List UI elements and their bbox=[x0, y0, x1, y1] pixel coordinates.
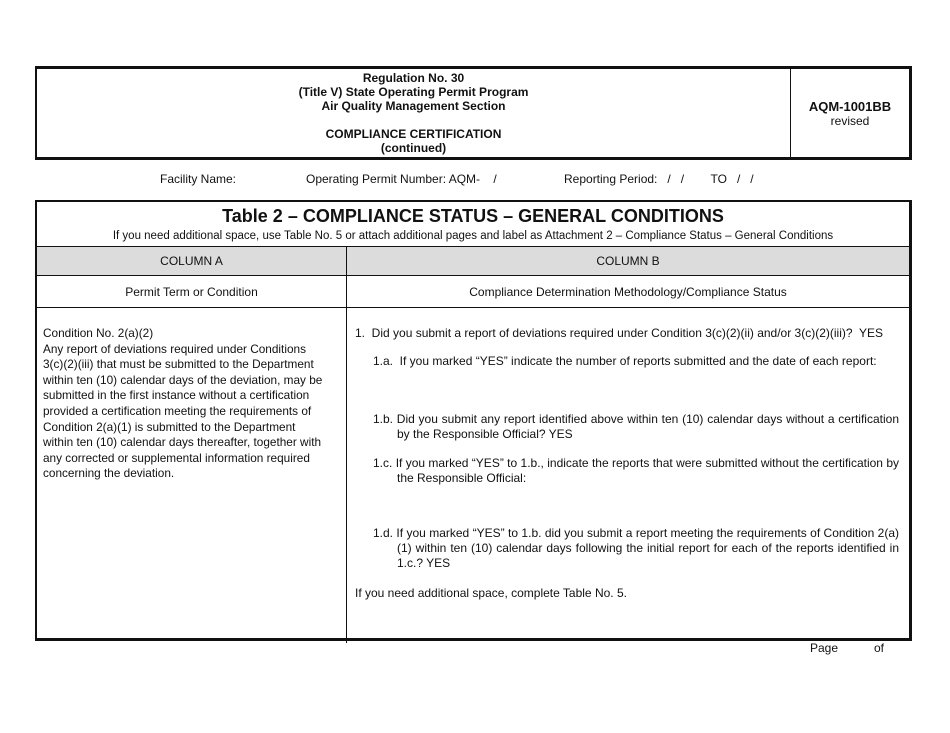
compliance-questions: 1. Did you submit a report of deviations… bbox=[347, 308, 909, 643]
condition-line: within ten (10) calendar days thereafter… bbox=[43, 435, 322, 450]
column-a-subheader: Permit Term or Condition bbox=[37, 276, 347, 307]
header-line: (continued) bbox=[380, 141, 447, 155]
condition-line: within ten (10) calendar days of the dev… bbox=[43, 372, 323, 387]
condition-line: concerning the deviation. bbox=[43, 466, 175, 481]
additional-space-note: If you need additional space, complete T… bbox=[355, 586, 627, 600]
condition-line: Condition 2(a)(1) is submitted to the De… bbox=[43, 419, 296, 434]
header-title-block: Regulation No. 30 (Title V) State Operat… bbox=[37, 69, 791, 157]
table-row: Condition No. 2(a)(2) Any report of devi… bbox=[37, 308, 909, 643]
of-label: of bbox=[874, 641, 885, 655]
permit-number-label: Operating Permit Number: AQM- / bbox=[306, 172, 497, 186]
column-b-subheader: Compliance Determination Methodology/Com… bbox=[469, 284, 787, 299]
condition-line: Any report of deviations required under … bbox=[43, 341, 306, 356]
column-b-header: COLUMN B bbox=[596, 254, 660, 268]
condition-line: 3(c)(2)(iii) that must be submitted to t… bbox=[43, 357, 314, 372]
condition-line: provided a certification meeting the req… bbox=[43, 403, 312, 418]
question-1b: 1.b. Did you submit any report identifie… bbox=[373, 412, 899, 441]
reporting-period-label: Reporting Period: / / TO / / bbox=[564, 172, 754, 186]
column-a-header: COLUMN A bbox=[37, 247, 347, 275]
condition-line: Condition No. 2(a)(2) bbox=[43, 326, 154, 340]
question-1d: 1.d. If you marked “YES” to 1.b. did you… bbox=[373, 526, 899, 570]
compliance-table: Table 2 – COMPLIANCE STATUS – GENERAL CO… bbox=[35, 200, 912, 643]
condition-line: any corrected or supplemental informatio… bbox=[43, 450, 310, 465]
condition-line: submitted in the first instance without … bbox=[43, 388, 310, 403]
form-header: Regulation No. 30 (Title V) State Operat… bbox=[35, 66, 912, 160]
facility-name-label: Facility Name: bbox=[160, 172, 237, 186]
header-line: (Title V) State Operating Permit Program bbox=[298, 85, 529, 99]
question-1c: 1.c. If you marked “YES” to 1.b., indica… bbox=[373, 456, 899, 485]
header-line: COMPLIANCE CERTIFICATION bbox=[325, 127, 502, 141]
header-line: Air Quality Management Section bbox=[321, 99, 506, 113]
table-title: Table 2 – COMPLIANCE STATUS – GENERAL CO… bbox=[222, 206, 724, 226]
form-number: AQM-1001BB bbox=[808, 98, 892, 114]
form-number-block: AQM-1001BB revised bbox=[791, 69, 909, 157]
table-subtitle: If you need additional space, use Table … bbox=[112, 230, 834, 242]
question-1a: 1.a. If you marked “YES” indicate the nu… bbox=[373, 354, 877, 368]
revised-label: revised bbox=[830, 113, 870, 128]
column-subheader-row: Permit Term or Condition Compliance Dete… bbox=[37, 276, 909, 308]
table-title-block: Table 2 – COMPLIANCE STATUS – GENERAL CO… bbox=[37, 206, 909, 247]
header-line: Regulation No. 30 bbox=[362, 71, 465, 85]
question-1: 1. Did you submit a report of deviations… bbox=[355, 326, 884, 340]
column-header-row: COLUMN A COLUMN B bbox=[37, 247, 909, 276]
condition-text: Condition No. 2(a)(2) Any report of devi… bbox=[37, 308, 347, 643]
page-label: Page bbox=[810, 641, 839, 655]
